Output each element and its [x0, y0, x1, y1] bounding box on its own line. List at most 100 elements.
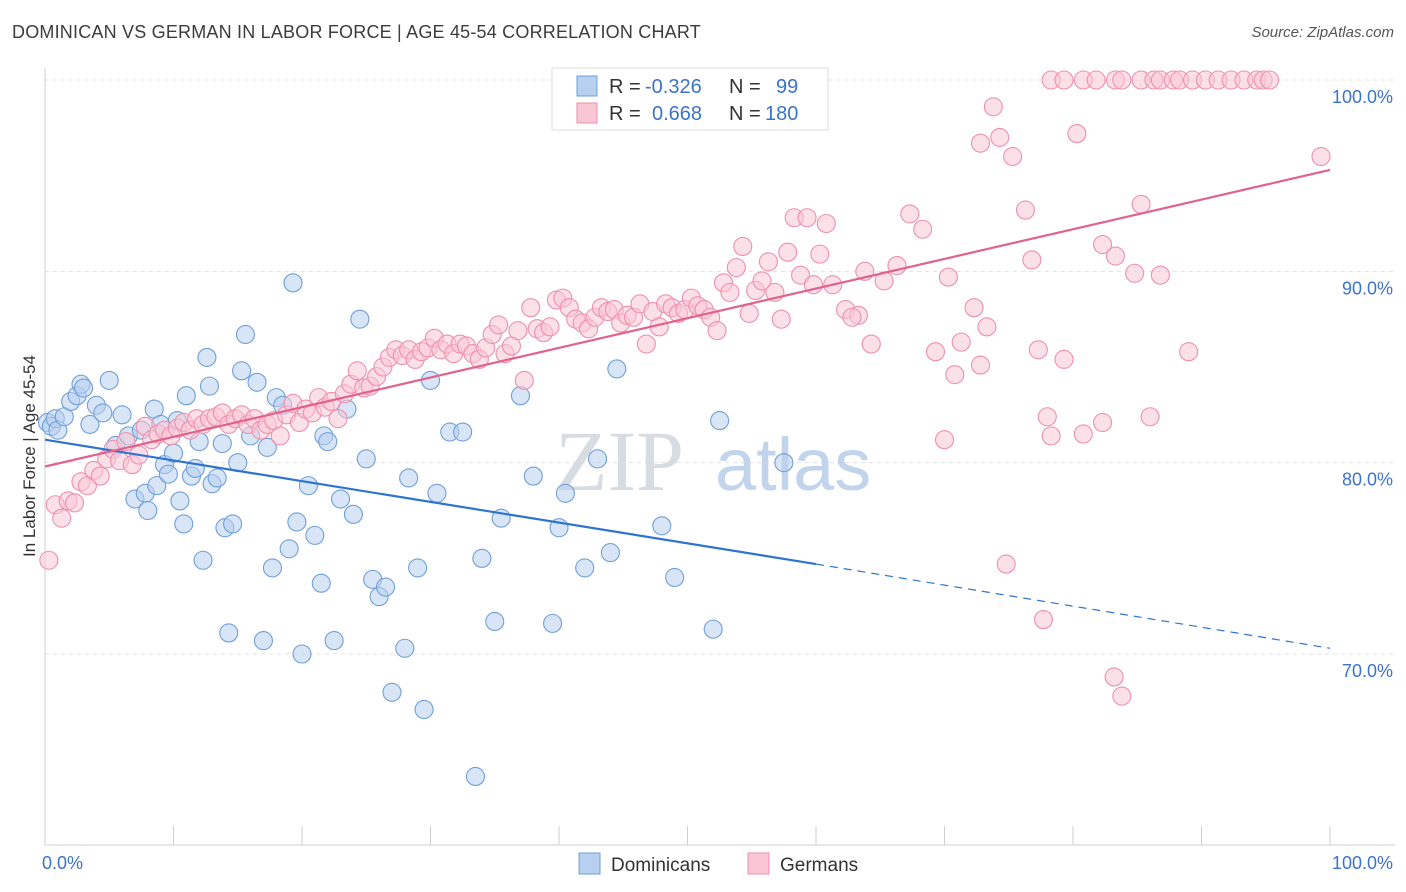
dominicans-point [356, 449, 376, 469]
bottom-legend: Dominicans Germans [578, 852, 858, 876]
dominicans-point [305, 525, 325, 545]
legend-row-dominicans: R = -0.326 N = 99 [576, 75, 798, 98]
germans-point [707, 321, 727, 341]
legend-n-label: N = [729, 103, 761, 125]
dominicans-point [587, 449, 608, 469]
dominicans-point [311, 573, 331, 593]
dominicans-point [212, 433, 232, 454]
dominicans-point [138, 500, 158, 521]
dominicans-point [253, 631, 274, 651]
legend-row-germans: R = 0.668 N = 180 [576, 102, 798, 125]
germans-point [983, 97, 1003, 117]
germans-point [778, 242, 798, 262]
germans-point [1037, 407, 1057, 427]
legend-r-label: R = [609, 76, 641, 98]
bottom-legend-label-dominicans: Dominicans [611, 855, 710, 876]
germans-point [964, 298, 984, 318]
germans-trend-line [44, 168, 1331, 468]
germans-point [489, 315, 509, 335]
dominicans-point [485, 611, 505, 632]
bottom-legend-label-germans: Germans [780, 855, 858, 876]
dominicans-point [414, 699, 434, 720]
germans-point [270, 426, 290, 446]
dominicans-point [283, 273, 303, 293]
germans-point [39, 550, 59, 570]
y-tick-label: 80.0% [1342, 470, 1393, 490]
germans-point [913, 219, 933, 239]
dominicans-trend-extension [815, 563, 1331, 649]
dominicans-point [235, 324, 256, 345]
germans-point [521, 298, 541, 318]
y-axis-title: In Labor Force | Age 45-54 [20, 355, 39, 557]
germans-point [65, 493, 85, 513]
series-dominicans-points [38, 273, 794, 787]
germans-point [508, 321, 528, 341]
germans-point [934, 430, 955, 450]
germans-point [861, 334, 881, 354]
dominicans-point [330, 489, 351, 509]
y-tick-label: 90.0% [1342, 278, 1393, 298]
dominicans-point [652, 516, 672, 536]
dominicans-point [158, 464, 178, 484]
dominicans-point [575, 558, 595, 578]
bottom-legend-swatch-germans [747, 852, 770, 875]
dominicans-point [395, 638, 415, 658]
dominicans-point [219, 623, 239, 643]
dominicans-point [232, 361, 252, 381]
germans-point [1093, 234, 1113, 255]
bottom-legend-swatch-dominicans [578, 852, 601, 875]
source-credit: Source: ZipAtlas.com [1251, 24, 1394, 41]
germans-point [1112, 686, 1132, 706]
germans-point [1086, 70, 1106, 90]
dominicans-point [555, 483, 575, 503]
chart-title: DOMINICAN VS GERMAN IN LABOR FORCE | AGE… [12, 22, 701, 42]
dominicans-point [408, 558, 428, 578]
dominicans-point [176, 386, 196, 406]
germans-point [347, 361, 367, 381]
germans-point [328, 409, 348, 429]
dominicans-point [174, 514, 194, 534]
germans-point [951, 332, 971, 352]
dominicans-point [710, 411, 730, 431]
legend-r-label: R = [609, 103, 641, 125]
legend-swatch-germans [576, 102, 598, 124]
dominicans-point [147, 476, 167, 496]
dominicans-point [375, 577, 396, 597]
germans-point [726, 257, 746, 278]
germans-point [1054, 70, 1074, 90]
germans-point [1105, 246, 1125, 266]
dominicans-point [420, 370, 441, 390]
germans-point [970, 355, 991, 375]
germans-point [938, 267, 958, 287]
x-tick-labels: 0.0% 100.0% [42, 853, 1393, 873]
germans-point [636, 334, 656, 354]
germans-point [1179, 342, 1199, 362]
germans-point [1033, 610, 1053, 630]
dominicans-trend-line [44, 438, 817, 566]
axes [44, 68, 1395, 846]
germans-point [970, 133, 991, 153]
germans-point [514, 370, 534, 390]
dominicans-point [472, 548, 492, 568]
germans-point [1028, 340, 1048, 360]
germans-point [739, 303, 759, 323]
dominicans-point [523, 466, 543, 486]
germans-point [900, 204, 920, 224]
dominicans-point [197, 347, 217, 367]
trend-lines [44, 168, 1331, 649]
dominicans-point [318, 432, 338, 452]
dominicans-point [607, 359, 627, 379]
y-tick-label: 70.0% [1342, 661, 1393, 681]
germans-point [1104, 667, 1124, 687]
dominicans-point [350, 309, 370, 329]
x-tick-label: 100.0% [1332, 853, 1393, 873]
watermark: ZIP atlas [555, 413, 871, 509]
dominicans-point [343, 504, 363, 524]
dominicans-point [193, 550, 213, 570]
dominicans-point [279, 539, 299, 559]
germans-point [925, 342, 946, 362]
germans-point [752, 271, 772, 291]
dominicans-point [774, 453, 794, 473]
germans-point [1260, 70, 1280, 90]
